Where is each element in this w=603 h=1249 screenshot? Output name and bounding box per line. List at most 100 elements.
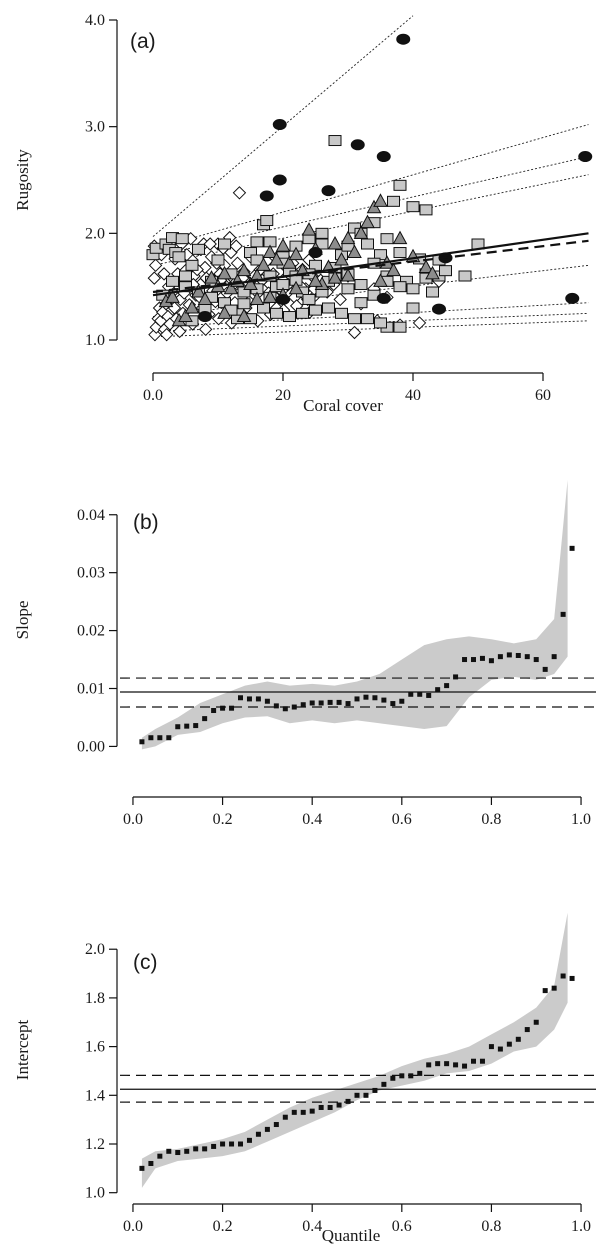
quantile-estimate-point [255, 1131, 261, 1137]
square-point [341, 283, 355, 295]
square-point [172, 251, 186, 263]
triangle-point [340, 267, 356, 282]
quantile-estimate-point [345, 1098, 351, 1104]
quantile-estimate-point [264, 698, 270, 704]
quantile-estimate-point [417, 1070, 423, 1076]
panel-b-plot: 0.00 0.01 0.02 0.03 0.04 0.0 0.2 0.4 0.6 0.8 1.0 [77, 480, 596, 828]
ellipse-point [276, 293, 290, 305]
quantile-estimate-point [444, 1061, 450, 1067]
diamond-point [172, 324, 187, 339]
x-tick-label: 0.0 [123, 1218, 143, 1235]
quantile-estimate-point [220, 1141, 226, 1147]
quantile-estimate-point [229, 705, 235, 711]
quantile-estimate-point [327, 699, 333, 705]
triangle-point [373, 273, 388, 287]
fit-line-solid [152, 232, 589, 297]
ellipse-point [259, 190, 274, 202]
x-tick-label: 40 [405, 387, 421, 404]
diamond-point [412, 316, 427, 330]
quantile-estimate-point [533, 1019, 539, 1025]
diamond-point [347, 325, 362, 340]
quantile-estimate-point [157, 1153, 163, 1159]
y-tick-label: 1.6 [85, 1039, 105, 1056]
quantile-estimate-point [533, 657, 539, 663]
square-point [302, 293, 316, 305]
quantile-estimate-point [479, 655, 485, 661]
x-tick-label: 0.2 [213, 1218, 233, 1235]
diamond-point [147, 271, 162, 285]
triangle-point [334, 251, 349, 266]
quantile-estimate-point [453, 1062, 459, 1068]
quantile-estimate-point [318, 700, 324, 706]
triangle-point [418, 259, 434, 273]
quantile-estimate-point [399, 698, 405, 704]
ellipse-point [565, 292, 580, 304]
quantile-estimate-point [193, 1146, 199, 1152]
quantile-estimate-point [444, 683, 450, 689]
triangle-point [236, 262, 252, 277]
quantile-estimate-point [202, 1146, 208, 1152]
quantile-estimate-point [435, 1061, 441, 1067]
square-point [458, 270, 472, 282]
triangle-point [386, 262, 401, 277]
x-tick-label: 20 [275, 387, 291, 404]
y-tick-label: 3.0 [85, 119, 105, 136]
panel-c-plot: 1.0 1.2 1.4 1.6 1.8 2.0 0.0 0.2 0.4 0.6 0.8 1.0 [85, 912, 596, 1235]
quantile-line [152, 15, 414, 237]
triangle-point [288, 246, 304, 261]
diamond-point [198, 322, 213, 337]
triangle-point [256, 257, 271, 271]
x-tick-label: 0.8 [481, 811, 501, 828]
square-point [322, 302, 335, 314]
triangle-point [184, 299, 200, 314]
confidence-band [141, 480, 568, 750]
quantile-estimate-point [238, 695, 243, 701]
quantile-estimate-point [175, 724, 181, 730]
y-tick-label: 0.00 [77, 738, 105, 755]
triangle-point [347, 244, 362, 259]
quantile-estimate-point [542, 988, 548, 994]
square-point [296, 307, 309, 319]
x-tick-label: 0.0 [123, 811, 143, 828]
quantile-estimate-point [462, 1063, 468, 1069]
square-point [211, 254, 225, 266]
square-point [387, 195, 400, 207]
quantile-estimate-point [211, 1143, 217, 1149]
quantile-estimate-point [363, 1092, 369, 1098]
ellipse-point [272, 119, 287, 131]
y-tick-label: 1.0 [85, 332, 105, 349]
quantile-estimate-point [354, 696, 360, 702]
quantile-estimate-point [381, 697, 387, 703]
square-point [361, 238, 374, 250]
quantile-estimate-point [453, 674, 459, 680]
square-point [328, 135, 342, 147]
quantile-estimate-point [390, 1075, 396, 1081]
panel-c-ylabel: Intercept [13, 1020, 32, 1081]
square-point [393, 247, 407, 259]
panel-b-label: (b) [133, 511, 159, 534]
triangle-point [262, 289, 278, 303]
quantile-estimate-point [184, 1148, 190, 1154]
square-point [354, 297, 368, 309]
panel-a-ylabel: Rugosity [13, 149, 32, 211]
quantile-estimate-point [435, 687, 441, 693]
panel-c: 1.0 1.2 1.4 1.6 1.8 2.0 0.0 0.2 0.4 0.6 0.8 1.0 (c)… [13, 912, 596, 1245]
diamond-point [148, 258, 163, 273]
square-point [380, 233, 394, 245]
y-tick-label: 2.0 [85, 941, 105, 958]
panel-a: 1.0 2.0 3.0 4.0 0.0 20 40 60 (a) Rugosity Coral… [13, 12, 593, 415]
diamond-point [159, 327, 174, 342]
quantile-estimate-point [399, 1073, 405, 1079]
panel-a-xlabel: Coral cover [303, 396, 383, 415]
quantile-estimate-point [381, 1081, 387, 1087]
x-tick-label: 1.0 [571, 811, 591, 828]
quantile-estimate-point [551, 654, 557, 660]
triangle-point [269, 251, 284, 266]
quantile-estimate-point [318, 1104, 324, 1110]
y-tick-label: 1.8 [85, 990, 105, 1007]
square-point [257, 302, 270, 314]
triangle-point [392, 230, 408, 245]
x-tick-label: 0.4 [302, 1218, 322, 1235]
quantile-estimate-point [515, 652, 521, 658]
triangle-point [373, 193, 388, 207]
